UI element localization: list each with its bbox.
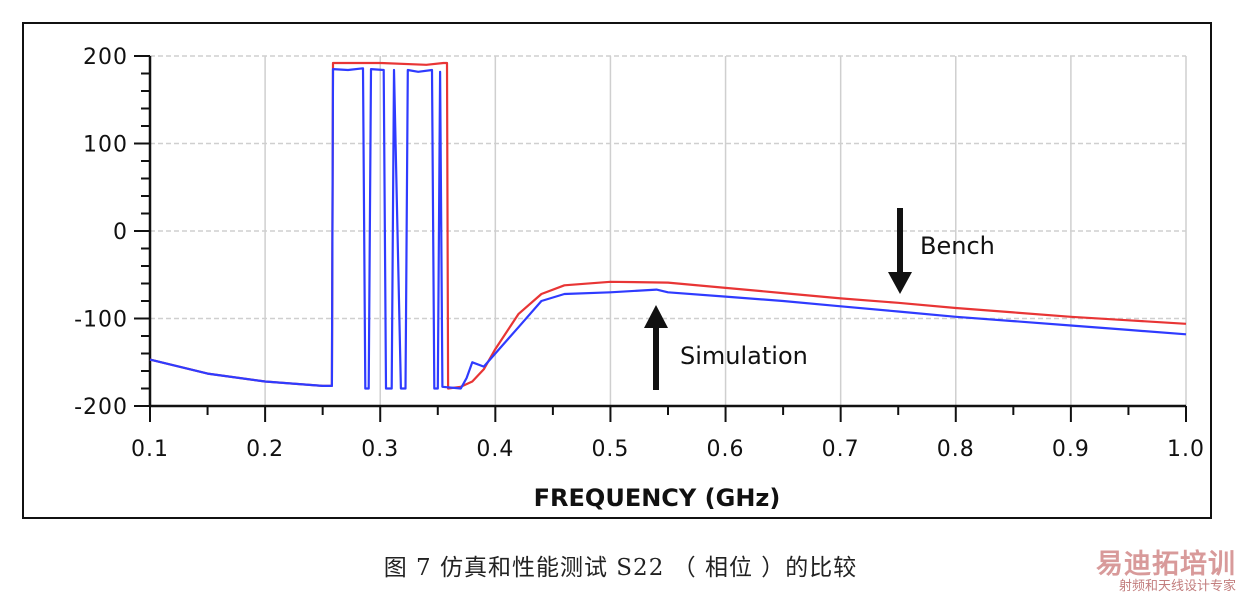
x-tick-labels: 0.1 0.2 0.3 0.4 0.5 0.6 0.7 0.8 0.9 1.0	[131, 437, 1205, 462]
x-tick-label: 0.9	[1052, 437, 1090, 462]
simulation-label: Simulation	[680, 342, 808, 370]
x-tick-label: 0.1	[131, 437, 169, 462]
x-axis-label: FREQUENCY (GHz)	[534, 484, 781, 512]
y-tick-label: 0	[113, 220, 128, 245]
y-tick-label: -200	[74, 395, 128, 420]
bench-arrow	[888, 208, 912, 294]
watermark: 易迪拓培训 射频和天线设计专家	[1086, 551, 1236, 595]
simulation-arrow	[644, 305, 668, 390]
x-tick-label: 0.4	[476, 437, 514, 462]
ticks	[134, 55, 1187, 422]
bench-label: Bench	[920, 232, 995, 260]
y-tick-labels: 200 100 0 -100 -200	[74, 45, 128, 420]
x-tick-label: 0.3	[361, 437, 399, 462]
x-tick-label: 0.8	[937, 437, 975, 462]
y-tick-label: 200	[83, 45, 128, 70]
watermark-subtitle: 射频和天线设计专家	[1118, 579, 1236, 594]
x-tick-label: 0.6	[707, 437, 745, 462]
chart-frame: 200 100 0 -100 -200 0.1 0.2 0.3 0.4 0.5 0.6 0.7 0.8…	[22, 22, 1212, 519]
figure-caption: 图 7 仿真和性能测试 S22 （ 相位 ）的比较	[383, 555, 858, 581]
y-tick-label: -100	[74, 308, 128, 333]
watermark-brand: 易迪拓培训	[1096, 549, 1236, 580]
grid	[149, 55, 1187, 407]
series-line-simulation	[149, 67, 1187, 390]
x-tick-label: 1.0	[1167, 437, 1205, 462]
x-tick-label: 0.5	[591, 437, 629, 462]
series-group	[149, 61, 1187, 390]
y-tick-label: 100	[83, 133, 128, 158]
x-tick-label: 0.7	[822, 437, 860, 462]
x-tick-label: 0.2	[246, 437, 284, 462]
chart: 200 100 0 -100 -200 0.1 0.2 0.3 0.4 0.5 0.6 0.7 0.8…	[74, 45, 1205, 512]
